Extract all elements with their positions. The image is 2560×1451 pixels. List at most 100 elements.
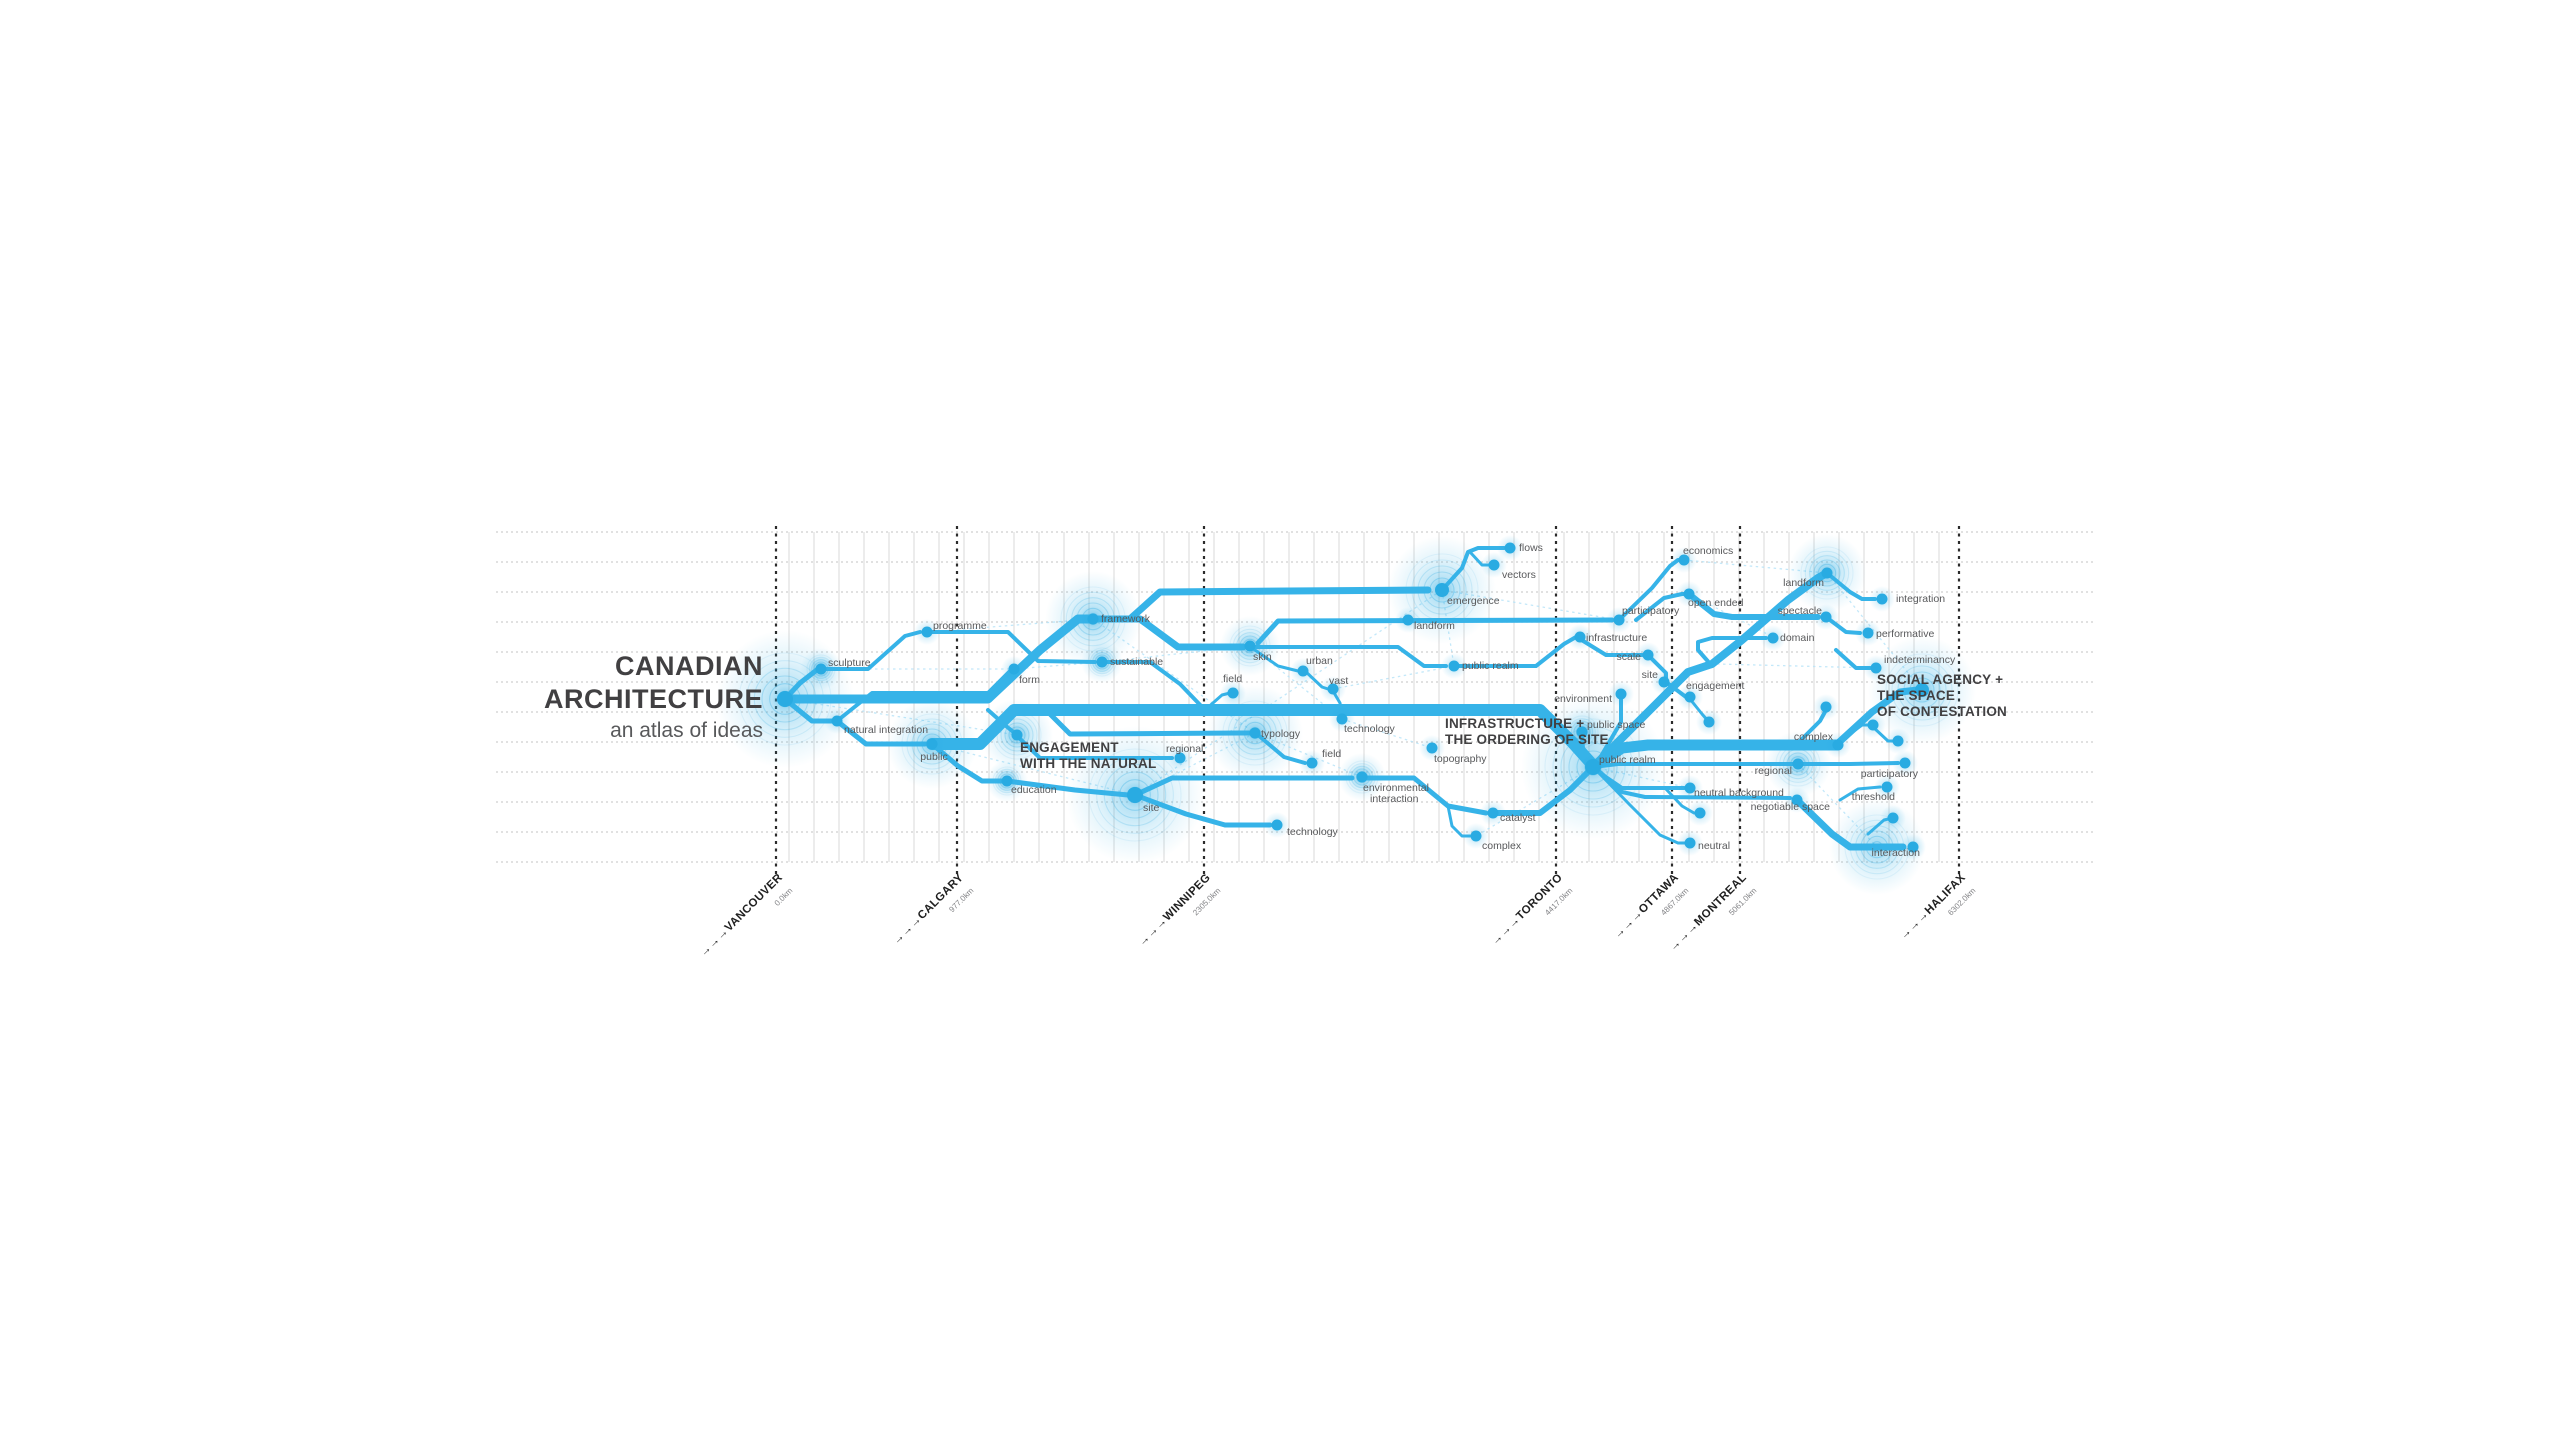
network-edge [1132,792,1273,828]
node-label-spectacle: spectacle [1778,605,1823,617]
node-education [1001,775,1013,787]
node-label-environment: environment [1554,693,1612,705]
node-catalyst [1487,807,1499,819]
node-social-hub [1915,683,1929,697]
node-emergence [1435,583,1449,597]
node-site-hub [1127,787,1143,803]
node-toronto-hub [1585,759,1601,775]
node-label-integration: integration [1896,593,1945,605]
node-label-site-2: site [1642,669,1659,681]
node-label2-environmental-interaction: interaction [1370,793,1419,805]
node-node-b [1820,701,1832,713]
node-label-flows: flows [1519,542,1543,554]
network-edge [1490,767,1593,816]
node-form [1008,663,1020,675]
node-label-landform-2: landform [1783,577,1824,589]
node-label-landform: landform [1414,620,1455,632]
network-edge [1598,770,1792,800]
node-regional-2 [1792,758,1804,770]
network-edge [1589,569,1831,771]
node-label-interaction: interaction [1872,847,1921,859]
node-skin [1244,640,1256,652]
node-label-catalyst: catalyst [1500,812,1536,824]
node-technology-mid [1336,713,1348,725]
node-environment [1615,688,1627,700]
node-landform [1402,614,1414,626]
node-label-emergence: emergence [1447,595,1500,607]
section-label-engagement-with-the-natural: WITH THE NATURAL [1020,756,1156,771]
node-sculpture [815,663,827,675]
network-edges [780,546,1922,851]
network-edge [1440,546,1506,592]
node-label-site-hub: site [1143,802,1160,814]
node-label-field-lower: field [1322,748,1341,760]
section-label-social-agency-space-of-contestation: OF CONTESTATION [1877,704,2007,719]
network-nodes [772,535,1935,860]
node-label-engagement-2: engagement [1686,680,1744,692]
network-edge [925,630,1097,664]
node-complex-bottom [1470,830,1482,842]
node-label-topography: topography [1434,753,1487,765]
node-label-negotiable-space: negotiable space [1751,801,1831,813]
node-participatory-1 [1613,614,1625,626]
node-label-scale: scale [1616,651,1641,663]
network-edge [1255,617,1615,646]
node-label-technology-mid: technology [1344,723,1396,735]
node-label-natural-integration: natural integration [844,724,928,736]
node-neutral-background [1684,782,1696,794]
node-vectors [1488,559,1500,571]
node-node-a [1703,716,1715,728]
node-label-infrastructure: infrastructure [1586,632,1647,644]
node-vancouver-hub [777,691,793,707]
page-title-line1: CANADIAN [615,651,763,681]
node-label-sculpture: sculpture [828,657,871,669]
node-node-d [1867,719,1879,731]
node-label-technology-bottom: technology [1287,826,1339,838]
node-label-economics: economics [1683,545,1733,557]
network-edge [1825,571,1877,601]
node-vast [1327,683,1339,695]
node-negotiable-space [1791,794,1803,806]
network-edge [1832,686,1922,749]
node-performative [1862,627,1874,639]
node-framework [1087,613,1099,625]
node-label-neutral: neutral [1698,840,1730,852]
network-edge [1248,645,1448,668]
node-sustainable [1096,656,1108,668]
node-technology-bottom [1271,819,1283,831]
node-label-typology: typology [1261,728,1301,740]
title-block: CANADIAN ARCHITECTURE an atlas of ideas [400,650,763,744]
node-natural-integration [831,715,843,727]
node-complex-2 [1832,739,1844,751]
node-label-domain: domain [1780,632,1815,644]
node-label-field-upper: field [1223,673,1242,685]
node-interaction [1907,841,1919,853]
section-label-infrastructure-ordering-of-site: INFRASTRUCTURE + [1445,716,1584,731]
node-label-education: education [1011,784,1057,796]
node-topography [1426,742,1438,754]
node-field-lower [1306,757,1318,769]
network-edge [1793,796,1907,851]
page-subtitle: an atlas of ideas [610,719,763,742]
network-edge [1132,775,1355,798]
node-regional [1174,752,1186,764]
node-public [926,738,938,750]
node-scale [1642,649,1654,661]
node-public-realm-top [1448,660,1460,672]
node-label-vectors: vectors [1502,569,1536,581]
node-node-f [1887,812,1899,824]
network-edge [1004,778,1131,798]
node-label-public-realm-top: public realm [1462,660,1519,672]
network-edge [1256,733,1307,765]
node-label-framework: framework [1101,613,1151,625]
network-edge [1686,591,1821,620]
node-environmental-interaction [1356,771,1368,783]
node-integration [1876,593,1888,605]
node-label-neutral-background: neutral background [1694,787,1784,799]
section-label-social-agency-space-of-contestation: SOCIAL AGENCY + [1877,672,2003,687]
page-title-line2: ARCHITECTURE [544,684,763,714]
section-label-social-agency-space-of-contestation: THE SPACE [1877,688,1955,703]
node-label-programme: programme [933,620,987,632]
